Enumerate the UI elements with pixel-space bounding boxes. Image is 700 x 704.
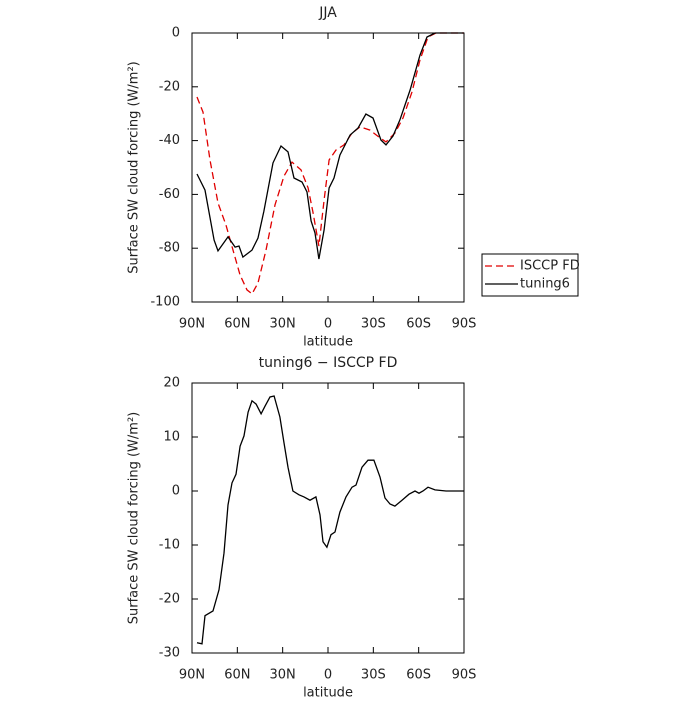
x-tick-label: 60S [406,317,431,332]
x-tick-label: 30S [361,668,386,683]
x-tick-label: 30S [361,317,386,332]
y-tick-label: 0 [172,26,180,41]
y-tick-label: -80 [159,241,180,256]
y-tick-label: -10 [159,538,180,553]
legend-label: ISCCP FD [520,259,580,274]
chart-title: JJA [318,5,337,21]
plot-frame [191,382,465,654]
x-tick-label: 30N [270,317,296,332]
data-line [196,395,464,645]
x-tick-label: 90S [452,668,477,683]
x-tick-label: 0 [324,668,332,683]
y-tick-label: -60 [159,187,180,202]
y-tick-label: 10 [163,430,180,445]
plot-frame [191,32,465,303]
x-axis-label: latitude [303,335,353,350]
y-tick-label: 20 [163,376,180,391]
x-tick-label: 90S [452,317,477,332]
y-tick-label: 0 [172,484,180,499]
y-axis-label: Surface SW cloud forcing (W/m²) [127,412,142,624]
x-tick-label: 0 [324,317,332,332]
x-tick-label: 60N [224,317,250,332]
x-tick-label: 90N [179,317,205,332]
x-tick-label: 90N [179,668,205,683]
y-axis-label: Surface SW cloud forcing (W/m²) [127,61,142,273]
x-axis-label: latitude [303,686,353,701]
data-line [196,32,464,260]
chart-title: tuning6 − ISCCP FD [259,355,398,371]
y-tick-label: -30 [159,646,180,661]
y-tick-label: -20 [159,79,180,94]
y-tick-label: -40 [159,133,180,148]
y-tick-label: -100 [150,295,180,310]
data-line [196,32,464,295]
x-tick-label: 60N [224,668,250,683]
legend-label: tuning6 [520,277,570,292]
x-tick-label: 60S [406,668,431,683]
legend-box [481,253,579,297]
x-tick-label: 30N [270,668,296,683]
y-tick-label: -20 [159,592,180,607]
